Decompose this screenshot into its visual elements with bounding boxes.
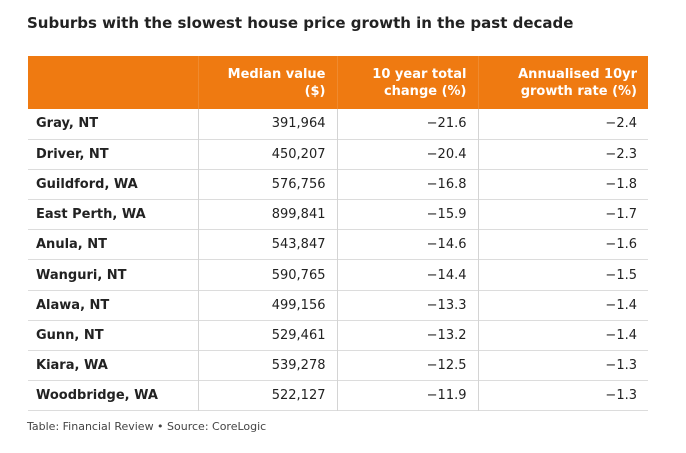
median-value-cell: 590,765 [198, 259, 338, 291]
table-row: Kiara, WA 539,278 −12.5 −1.3 [28, 350, 648, 381]
total-change-cell: −15.9 [337, 199, 479, 230]
column-header-suburb [28, 56, 199, 109]
growth-rate-cell: −1.8 [605, 176, 637, 192]
growth-rate-cell: −1.3 [605, 358, 637, 374]
table-row: Anula, NT 543,847 −14.6 −1.6 [28, 229, 648, 260]
median-value-cell: 539,278 [198, 350, 338, 381]
source-footer: Table: Financial Review • Source: CoreLo… [27, 420, 267, 433]
growth-rate-cell: −1.4 [605, 297, 637, 313]
suburb-cell: Woodbridge, WA [28, 380, 199, 411]
column-header-total-change: 10 year total change (%) [337, 56, 479, 109]
total-change-cell: −16.8 [337, 169, 479, 200]
table-row: Wanguri, NT 590,765 −14.4 −1.5 [28, 259, 648, 291]
table-row: Driver, NT 450,207 −20.4 −2.3 [28, 139, 648, 170]
column-header-line: Median value [227, 66, 326, 82]
growth-rate-cell: −2.4 [605, 116, 637, 132]
column-header-line: ($) [304, 83, 326, 99]
suburb-cell: Gunn, NT [28, 320, 199, 351]
median-value-cell: 450,207 [198, 139, 338, 170]
data-table: Median value ($) 10 year total change (%… [28, 56, 648, 411]
table-row: East Perth, WA 899,841 −15.9 −1.7 [28, 199, 648, 230]
median-value-cell: 899,841 [198, 199, 338, 230]
column-header-line: change (%) [383, 83, 467, 99]
chart-title: Suburbs with the slowest house price gro… [27, 14, 574, 32]
suburb-cell: Gray, NT [28, 109, 199, 140]
growth-rate-cell: −2.3 [605, 146, 637, 162]
suburb-cell: Kiara, WA [28, 350, 199, 381]
median-value-cell: 543,847 [198, 229, 338, 260]
suburb-cell: Wanguri, NT [28, 259, 199, 291]
suburb-cell: Alawa, NT [28, 290, 199, 321]
table-row: Gunn, NT 529,461 −13.2 −1.4 [28, 320, 648, 351]
median-value-cell: 522,127 [198, 380, 338, 411]
growth-rate-cell: −1.6 [605, 237, 637, 253]
table-row: Gray, NT 391,964 −21.6 −2.4 [28, 109, 648, 140]
suburb-cell: Anula, NT [28, 229, 199, 260]
total-change-cell: −21.6 [337, 109, 479, 140]
median-value-cell: 391,964 [198, 109, 338, 140]
growth-rate-cell: −1.3 [605, 388, 637, 404]
total-change-cell: −20.4 [337, 139, 479, 170]
column-header-line: growth rate (%) [520, 83, 637, 99]
column-header-median-value: Median value ($) [198, 56, 338, 109]
total-change-cell: −13.3 [337, 290, 479, 321]
growth-rate-cell: −1.5 [605, 267, 637, 283]
growth-rate-cell: −1.4 [605, 327, 637, 343]
table-row: Alawa, NT 499,156 −13.3 −1.4 [28, 290, 648, 321]
median-value-cell: 499,156 [198, 290, 338, 321]
suburb-cell: Driver, NT [28, 139, 199, 170]
suburb-cell: Guildford, WA [28, 169, 199, 200]
median-value-cell: 576,756 [198, 169, 338, 200]
total-change-cell: −14.4 [337, 259, 479, 291]
total-change-cell: −12.5 [337, 350, 479, 381]
suburb-cell: East Perth, WA [28, 199, 199, 230]
column-header-line: Annualised 10yr [518, 66, 637, 82]
column-header-line: 10 year total [372, 66, 467, 82]
median-value-cell: 529,461 [198, 320, 338, 351]
table-row: Woodbridge, WA 522,127 −11.9 −1.3 [28, 380, 648, 411]
table-row: Guildford, WA 576,756 −16.8 −1.8 [28, 169, 648, 200]
total-change-cell: −14.6 [337, 229, 479, 260]
table-header-row: Median value ($) 10 year total change (%… [28, 56, 648, 109]
growth-rate-cell: −1.7 [605, 207, 637, 223]
total-change-cell: −11.9 [337, 380, 479, 411]
column-header-annualised-growth: Annualised 10yr growth rate (%) [478, 56, 648, 109]
total-change-cell: −13.2 [337, 320, 479, 351]
